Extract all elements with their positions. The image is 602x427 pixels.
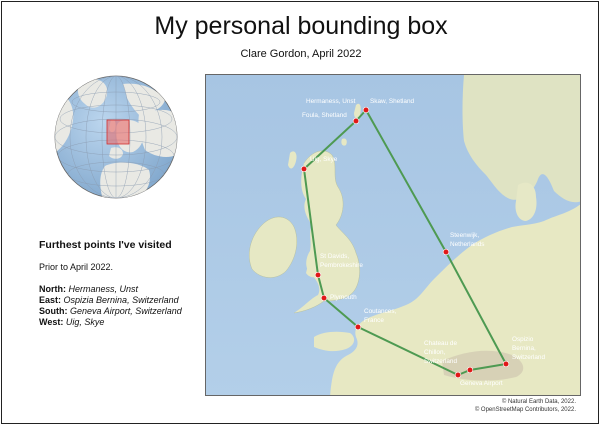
point-chillon	[466, 366, 474, 374]
land-orkney	[341, 138, 347, 146]
attribution-line-2: © OpenStreetMap Contributors, 2022.	[474, 407, 576, 413]
visited-points	[300, 106, 510, 379]
attribution: © Natural Earth Data, 2022. © OpenStreet…	[475, 398, 576, 414]
label-foula: Foula, Shetland	[302, 112, 347, 119]
label-ospizio-1: Ospizio	[512, 336, 534, 343]
info-south: South: Geneva Airport, Switzerland	[39, 306, 182, 316]
globe-scandinavia	[123, 83, 165, 118]
point-ospizio	[502, 360, 510, 368]
point-hermaness	[362, 106, 370, 114]
label-skaw: Skaw, Shetland	[370, 98, 414, 105]
page-subtitle: Clare Gordon, April 2022	[240, 48, 362, 60]
point-stdavids	[314, 271, 322, 279]
land-hebrides	[288, 151, 297, 169]
point-plymouth	[320, 294, 328, 302]
label-ospizio-3: Switzerland	[512, 354, 545, 361]
point-foula	[352, 117, 360, 125]
label-hermaness: Hermaness, Unst	[306, 98, 356, 105]
point-uig	[300, 165, 308, 173]
land-continent	[330, 204, 580, 395]
label-stdavids-1: St Davids,	[320, 253, 349, 260]
info-date-note: Prior to April 2022.	[39, 262, 114, 272]
page-title: My personal bounding box	[154, 12, 448, 40]
label-ospizio-2: Bernina,	[512, 345, 536, 352]
info-north: North: Hermaness, Unst	[39, 284, 139, 294]
land-shetland	[354, 103, 361, 119]
label-uig: Uig, Skye	[310, 156, 338, 163]
globe-africa	[100, 162, 150, 198]
info-east: East: Ospizia Bernina, Switzerland	[39, 295, 179, 305]
point-coutances	[354, 323, 362, 331]
land-norway	[462, 75, 580, 203]
point-steenwijk	[442, 248, 450, 256]
label-coutances-2: France	[364, 317, 384, 324]
land-brittany	[314, 331, 355, 352]
point-geneva	[454, 371, 462, 379]
info-west: West: Uig, Skye	[39, 317, 105, 327]
land-ireland	[249, 216, 297, 278]
label-chillon-2: Chillon,	[424, 349, 446, 356]
label-steenwijk-1: Steenwijk,	[450, 232, 479, 239]
label-chillon-3: Switzerland	[424, 358, 457, 365]
label-chillon-1: Chateau de	[424, 340, 457, 347]
label-coutances-1: Coutances,	[364, 308, 397, 315]
main-map: Hermaness, Unst Skaw, Shetland Foula, Sh…	[205, 74, 581, 396]
label-steenwijk-2: Netherlands	[450, 241, 484, 248]
label-geneva: Geneva Airport	[460, 380, 503, 387]
globe-bounding-box	[106, 119, 130, 145]
land-denmark	[515, 182, 537, 221]
info-panel: Furthest points I've visited Prior to Ap…	[39, 240, 209, 328]
globe-inset	[53, 74, 179, 200]
globe-greenland	[77, 78, 108, 108]
label-stdavids-2: Pembrokeshire	[320, 262, 363, 269]
info-heading: Furthest points I've visited	[39, 239, 172, 251]
label-plymouth: Plymouth	[330, 294, 357, 301]
attribution-line-1: © Natural Earth Data, 2022.	[501, 399, 576, 405]
